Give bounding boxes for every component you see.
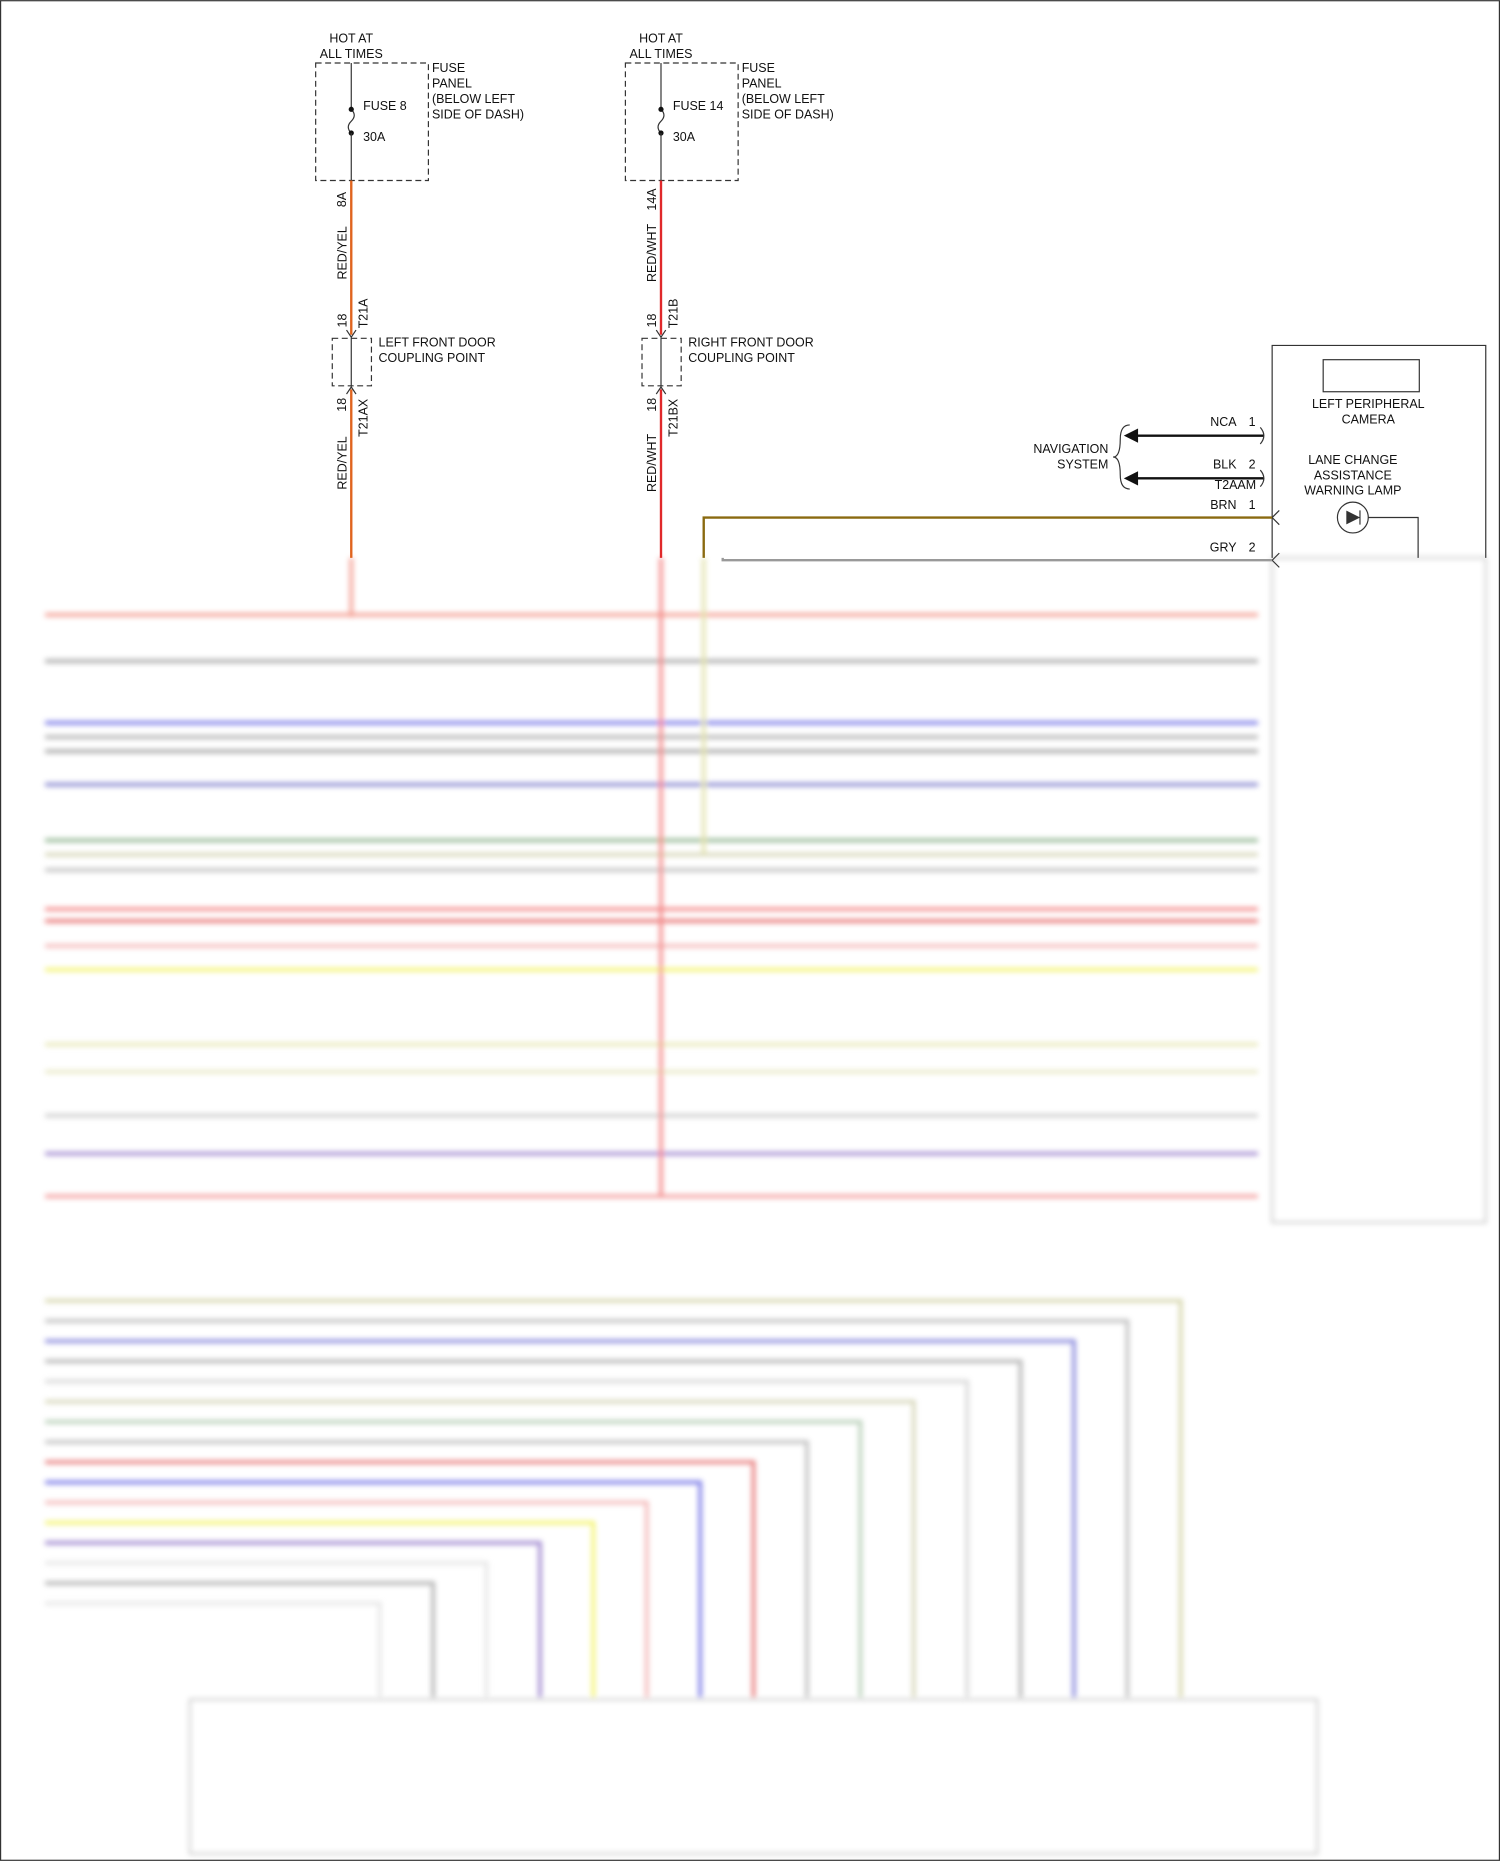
wire: [702, 516, 1273, 558]
blurred-wire: [45, 1298, 1183, 1698]
connector: T21A: [357, 298, 371, 328]
fuse-panel: [624, 62, 739, 182]
hot-label: ALL TIMES: [320, 47, 383, 61]
blurred-wire: [45, 1399, 916, 1698]
connector-symbol: [655, 329, 667, 395]
coupling-label: LEFT FRONT DOOR: [379, 335, 496, 349]
connector: T2AAM: [1215, 478, 1257, 492]
wire-color: RED/WHT: [645, 223, 659, 281]
pin: 1: [1249, 498, 1256, 512]
blurred-wire: [45, 1359, 1023, 1698]
coupling-label: COUPLING POINT: [688, 351, 795, 365]
connector-symbol: [346, 329, 357, 395]
lamp-label: LANE CHANGE: [1308, 453, 1397, 467]
panel-label: SIDE OF DASH): [742, 108, 834, 122]
pin: 1: [1249, 415, 1256, 429]
pin: 18: [335, 398, 349, 412]
blurred-wire: [45, 1420, 863, 1698]
wire-color: RED/YEL: [335, 226, 349, 279]
arrow: [1123, 428, 1139, 443]
camera-label: CAMERA: [1342, 413, 1396, 427]
pin: 18: [645, 398, 659, 412]
hot-label: HOT AT: [329, 32, 373, 46]
lamp-label: ASSISTANCE: [1314, 468, 1392, 482]
wire-color: GRY: [1210, 541, 1237, 555]
blurred-wire: [45, 1319, 1130, 1698]
fuse-name: FUSE 8: [363, 99, 407, 113]
terminal: 14A: [645, 188, 659, 211]
terminal: 8A: [335, 191, 349, 207]
fuse-rating: 30A: [673, 130, 696, 144]
wire-color: RED/YEL: [335, 436, 349, 489]
brace: [1113, 424, 1130, 490]
panel-label: PANEL: [432, 77, 472, 91]
fuse-symbol: [657, 108, 665, 134]
wire: [721, 557, 1273, 562]
wire-color: RED/WHT: [645, 433, 659, 491]
wire-color: BRN: [1210, 498, 1236, 512]
navigation-label: SYSTEM: [1057, 458, 1108, 472]
wire-color: BLK: [1213, 458, 1237, 472]
blurred-wire: [45, 1561, 489, 1698]
pin: 2: [1249, 458, 1256, 472]
camera-symbol: [1322, 359, 1420, 393]
blurred-wire: [45, 1500, 649, 1698]
hot-label: ALL TIMES: [630, 47, 693, 61]
panel-label: (BELOW LEFT: [742, 92, 825, 106]
coupling-label: COUPLING POINT: [379, 351, 486, 365]
connector-mark: [1259, 469, 1265, 488]
lamp-label: WARNING LAMP: [1304, 484, 1401, 498]
navigation-label: NAVIGATION: [1033, 442, 1108, 456]
fuse-dot: [348, 106, 354, 112]
module-box: [1271, 344, 1487, 558]
blurred-wire: [45, 1541, 542, 1698]
connector-mark: [1259, 426, 1265, 445]
lamp-diode: [1346, 510, 1361, 525]
wire-color: NCA: [1210, 415, 1237, 429]
pin: 18: [645, 314, 659, 328]
connector: T21B: [666, 299, 680, 329]
blurred-wire: [45, 1480, 702, 1698]
hot-label: HOT AT: [639, 32, 683, 46]
coupling-label: RIGHT FRONT DOOR: [688, 335, 813, 349]
panel-label: SIDE OF DASH): [432, 108, 524, 122]
pin: 18: [335, 314, 349, 328]
fuse-name: FUSE 14: [673, 99, 724, 113]
lamp-wire: [1368, 516, 1419, 558]
blurred-wire: [45, 1379, 969, 1698]
blurred-box: [1271, 557, 1487, 1224]
fuse-rating: 30A: [363, 130, 386, 144]
panel-label: PANEL: [742, 77, 782, 91]
blurred-wire: [45, 1581, 435, 1698]
panel-label: FUSE: [432, 61, 465, 75]
blurred-wire: [45, 1339, 1076, 1698]
blurred-wire: [45, 1601, 382, 1698]
blurred-wire: [45, 1460, 756, 1698]
connector: T21AX: [357, 398, 371, 437]
blurred-area: [45, 557, 1487, 1855]
pin: 2: [1249, 541, 1256, 555]
fuse-panel: [315, 62, 429, 182]
fuse-symbol: [347, 108, 355, 134]
camera-label: LEFT PERIPHERAL: [1312, 397, 1425, 411]
blurred-box: [189, 1698, 1318, 1855]
fuse-dot: [658, 106, 664, 112]
panel-label: FUSE: [742, 61, 775, 75]
connector: T21BX: [666, 398, 680, 437]
arrow: [1123, 471, 1139, 486]
blurred-wire: [45, 1520, 596, 1698]
panel-label: (BELOW LEFT: [432, 92, 515, 106]
blurred-wire: [45, 1440, 809, 1698]
